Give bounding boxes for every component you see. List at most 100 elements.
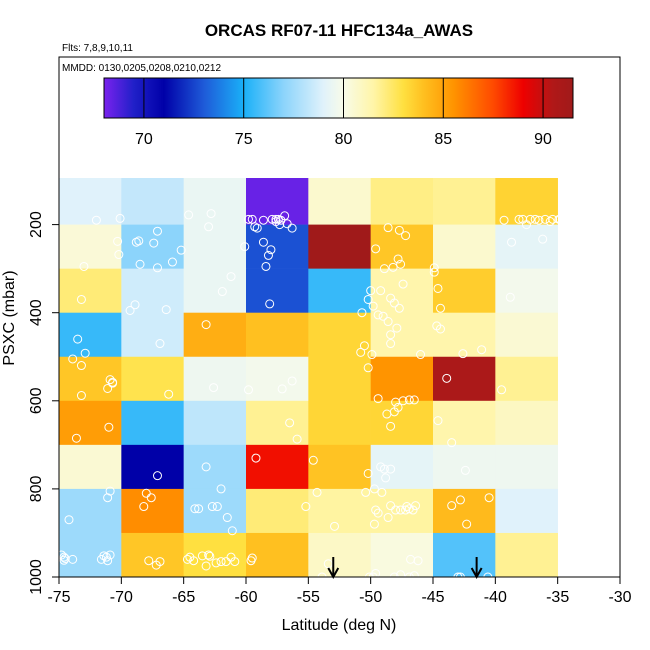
sample-point — [189, 556, 199, 566]
sample-point — [460, 465, 470, 475]
sample-point — [68, 554, 78, 564]
heatmap-cell — [308, 488, 371, 534]
x-tick-label: -55 — [297, 589, 320, 606]
x-tick-label: -75 — [47, 589, 70, 606]
sample-point — [363, 468, 373, 478]
sample-point — [386, 330, 396, 340]
sample-point — [76, 391, 86, 401]
heatmap-cell — [183, 268, 247, 313]
sample-point — [71, 433, 81, 443]
sample-point — [221, 557, 231, 567]
heatmap-cell — [370, 268, 434, 313]
sample-point — [497, 385, 507, 395]
heatmap-cell — [433, 400, 496, 446]
heatmap-cell — [495, 268, 558, 313]
sample-point — [330, 521, 340, 531]
sample-point — [404, 572, 414, 577]
sample-point — [483, 572, 493, 577]
colorbar-tick-label: 80 — [335, 131, 353, 148]
sample-point — [398, 396, 408, 406]
sample-point — [368, 572, 378, 577]
sample-point — [261, 261, 271, 271]
sample-point — [455, 572, 465, 577]
sample-point — [80, 348, 90, 358]
sample-point — [152, 226, 162, 236]
sample-point — [201, 561, 211, 571]
sample-point — [205, 551, 215, 561]
sample-point — [477, 345, 487, 355]
heatmap-cells — [59, 178, 558, 578]
sample-point — [149, 238, 159, 248]
sample-point — [247, 553, 257, 563]
sample-point — [555, 214, 565, 224]
sample-point — [383, 317, 393, 327]
sample-point — [152, 471, 162, 481]
sample-point — [146, 493, 156, 503]
y-tick-label: 1000 — [28, 559, 45, 595]
heatmap-cell — [246, 178, 309, 225]
sample-point — [76, 294, 86, 304]
sample-point — [442, 373, 452, 383]
sample-point — [388, 262, 398, 272]
sample-point — [522, 220, 531, 230]
plot-frame — [58, 56, 621, 578]
heatmap-cell — [183, 178, 247, 225]
sample-point — [376, 286, 386, 296]
x-tick-label: -60 — [234, 589, 257, 606]
sample-point — [155, 557, 165, 567]
colorbar-tick-label: 70 — [135, 131, 153, 148]
sample-point — [79, 261, 89, 271]
sample-point — [379, 264, 389, 274]
sample-point — [130, 300, 140, 310]
dates-note: MMDD: 0130,0205,0208,0210,0212 — [62, 63, 221, 74]
sample-point — [540, 214, 550, 224]
sample-point — [447, 501, 457, 511]
sample-point — [209, 383, 219, 393]
sample-point — [287, 376, 297, 386]
sample-point — [548, 214, 558, 224]
heatmap-cell — [183, 488, 247, 534]
heatmap-cell — [433, 444, 496, 490]
heatmap-cell — [183, 532, 247, 578]
sample-point — [317, 572, 327, 577]
sample-point — [429, 267, 439, 277]
sample-point — [389, 407, 399, 417]
sample-point — [391, 505, 401, 515]
sample-point — [115, 213, 125, 223]
sample-point — [378, 311, 388, 321]
sample-point — [135, 259, 145, 269]
sample-point — [212, 502, 222, 512]
sample-point — [207, 502, 217, 512]
sample-point — [447, 438, 457, 448]
heatmap-cell — [121, 356, 184, 402]
y-tick-label: 400 — [28, 299, 45, 326]
sample-point — [308, 455, 318, 465]
sample-point — [435, 324, 445, 334]
heatmap-cell — [370, 532, 434, 578]
heatmap-cell — [59, 224, 122, 269]
sample-point — [265, 299, 275, 309]
heatmap-cell — [121, 488, 184, 534]
y-axis: 200 400 600 800 1000 — [28, 211, 59, 595]
sample-point — [499, 215, 509, 225]
sample-point — [394, 303, 404, 313]
x-tick-label: -45 — [421, 589, 444, 606]
sample-point — [184, 210, 194, 220]
sample-point — [104, 422, 114, 432]
sample-point — [411, 501, 421, 511]
sample-point — [396, 570, 406, 577]
sample-point — [373, 394, 383, 404]
sample-point — [416, 350, 426, 360]
sample-point — [64, 515, 74, 525]
heatmap-cell — [495, 224, 558, 269]
sample-point — [139, 502, 149, 512]
sample-point — [204, 222, 214, 232]
sample-point — [371, 505, 381, 515]
sample-point — [429, 263, 439, 273]
sample-point — [455, 495, 465, 505]
sample-point — [201, 462, 211, 472]
sample-point — [161, 305, 171, 315]
heatmap-cell — [308, 224, 371, 269]
sample-point — [252, 223, 262, 233]
sample-point — [182, 554, 192, 564]
